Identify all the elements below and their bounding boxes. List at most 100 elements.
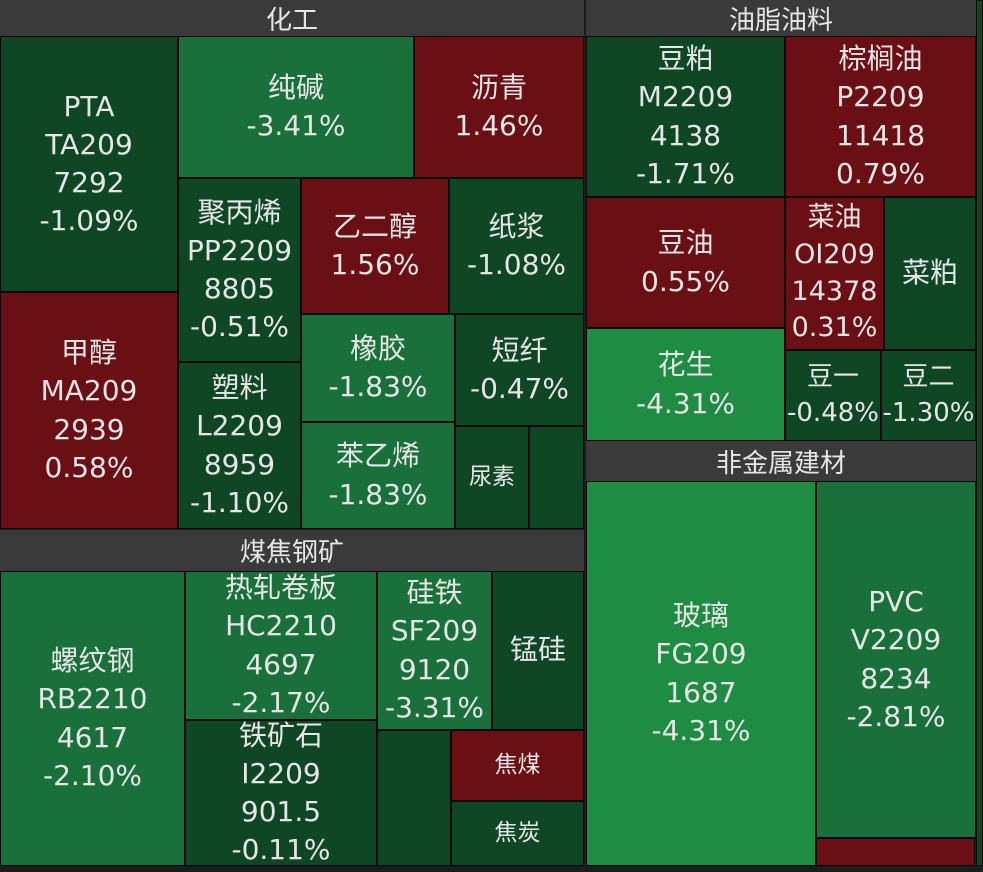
tile: 螺纹钢 RB2210 4617 -2.10%	[0, 571, 185, 866]
tile-label: P2209	[836, 80, 925, 114]
tile: 纸浆 -1.08%	[449, 178, 584, 314]
tile: PTA TA209 7292 -1.09%	[0, 36, 178, 292]
tile-label: -2.81%	[846, 699, 946, 733]
tile-label: 甲醇	[60, 336, 117, 370]
tile: 硅铁 SF209 9120 -3.31%	[377, 571, 492, 730]
tile-label: -4.31%	[635, 386, 736, 420]
section-header: 非金属建材	[586, 441, 976, 481]
tile-label: OI209	[794, 238, 875, 270]
tile-label: 8959	[203, 447, 276, 481]
tile-label: 棕榈油	[838, 42, 923, 76]
tile	[976, 0, 983, 866]
tile: 尿素	[455, 426, 529, 529]
tile-label: 7292	[53, 166, 125, 199]
tile-label: 4138	[649, 118, 722, 152]
tile-label: SF209	[390, 614, 479, 648]
tile-label: -1.30%	[882, 397, 975, 428]
tile-label: 焦炭	[494, 819, 541, 846]
tile: PVC V2209 8234 -2.81%	[816, 481, 976, 838]
tile-label: FG209	[655, 637, 747, 671]
tile	[377, 730, 451, 866]
tile-label: 8234	[860, 661, 932, 695]
tile-label: M2209	[637, 80, 734, 114]
tile-label: 玻璃	[672, 599, 729, 633]
tile: 甲醇 MA209 2939 0.58%	[0, 292, 178, 529]
tile: 豆粕 M2209 4138 -1.71%	[586, 36, 785, 197]
tile-label: 乙二醇	[332, 209, 417, 243]
tile-label: -1.71%	[635, 156, 736, 190]
tile-label: 0.79%	[836, 156, 925, 190]
tile: 锰硅	[492, 571, 584, 730]
tile-label: -1.08%	[466, 248, 567, 281]
tile: 玻璃 FG209 1687 -4.31%	[586, 481, 816, 866]
section-header: 化工	[0, 0, 584, 36]
tile-label: L2209	[196, 409, 283, 443]
tile-label: 硅铁	[406, 576, 463, 610]
tile-label: MA209	[40, 374, 138, 408]
tile-label: 短纤	[491, 333, 548, 367]
tile-label: -0.47%	[469, 372, 570, 405]
tile-label: 焦煤	[494, 751, 541, 778]
tile: 豆一 -0.48%	[785, 350, 881, 441]
tile: 纯碱 -3.41%	[178, 36, 414, 178]
tile-label: 14378	[791, 275, 878, 307]
tile-label: 纯碱	[267, 70, 324, 104]
tile-label: HC2210	[225, 609, 337, 643]
tile-label: -2.10%	[42, 758, 143, 792]
tile-label: 豆一	[806, 362, 859, 393]
tile-label: 0.55%	[641, 264, 730, 298]
tile-label: 4697	[245, 647, 317, 681]
tile-label: 豆二	[902, 362, 955, 393]
tile: 橡胶 -1.83%	[301, 314, 455, 422]
tile-label: -2.17%	[231, 685, 331, 719]
tile: 热轧卷板 HC2210 4697 -2.17%	[185, 571, 377, 720]
tile-label: 901.5	[240, 795, 322, 828]
tile-label: PVC	[868, 585, 924, 619]
tile: 豆油 0.55%	[586, 197, 785, 328]
tile-label: 11418	[835, 118, 926, 152]
tile-label: RB2210	[37, 682, 148, 716]
tile-label: 1.56%	[330, 248, 420, 281]
tile: 菜粕	[884, 197, 976, 350]
tile-label: 热轧卷板	[224, 571, 337, 605]
tile-label: 9120	[398, 652, 471, 686]
tile-label: -4.31%	[651, 713, 751, 747]
tile-label: -1.09%	[39, 204, 139, 238]
tile-label: 塑料	[211, 371, 268, 405]
tile-label: 尿素	[469, 463, 515, 490]
tile-label: 2939	[53, 412, 125, 446]
tile-label: TA209	[45, 127, 133, 161]
tile	[529, 426, 584, 529]
tile-label: 0.58%	[44, 450, 134, 484]
section-header: 油脂油料	[586, 0, 976, 36]
tile-label: -0.51%	[189, 310, 290, 344]
tile-label: 螺纹钢	[50, 644, 135, 678]
tile-label: -3.31%	[384, 690, 485, 724]
tile-label: 纸浆	[488, 209, 545, 243]
tile: 焦炭	[451, 801, 584, 866]
tile-label: 1687	[665, 675, 737, 709]
tile-label: -1.10%	[189, 485, 290, 519]
tile: 沥青 1.46%	[414, 36, 584, 178]
tile-label: 4617	[56, 720, 129, 754]
tile-label: 0.31%	[791, 312, 878, 344]
tile-label: I2209	[241, 756, 321, 790]
tile-label: 菜粕	[901, 256, 958, 290]
tile-label: -1.83%	[328, 477, 428, 511]
tile: 苯乙烯 -1.83%	[301, 422, 455, 529]
tile	[816, 838, 975, 866]
tile-label: -0.11%	[231, 833, 331, 866]
tile: 菜油 OI209 14378 0.31%	[785, 197, 884, 350]
tile: 聚丙烯 PP2209 8805 -0.51%	[178, 178, 301, 362]
tile-label: 聚丙烯	[197, 195, 282, 229]
tile-label: -3.41%	[246, 109, 346, 142]
tile-label: 沥青	[470, 70, 527, 104]
tile-label: 菜油	[807, 202, 862, 234]
tile-label: 花生	[657, 348, 714, 382]
tile-label: V2209	[850, 623, 942, 657]
tile: 乙二醇 1.56%	[301, 178, 449, 314]
tile: 塑料 L2209 8959 -1.10%	[178, 362, 301, 529]
tile: 铁矿石 I2209 901.5 -0.11%	[185, 720, 377, 866]
section-header: 煤焦钢矿	[0, 530, 584, 571]
